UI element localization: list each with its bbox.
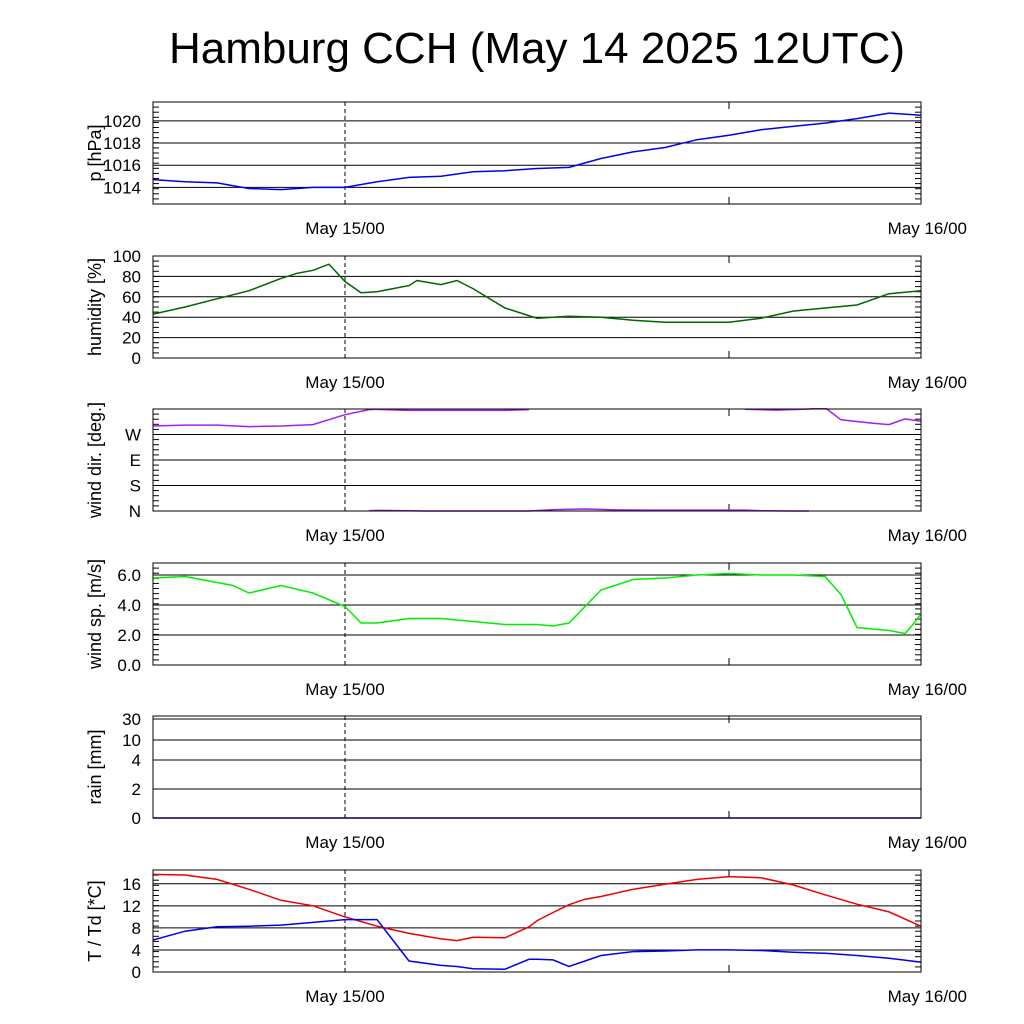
y-tick-label: 40	[122, 308, 141, 327]
y-tick-label: 0.0	[117, 656, 141, 675]
y-axis-label: T / Td [*C]	[85, 880, 105, 961]
y-tick-label: 4	[132, 941, 141, 960]
y-axis-label: rain [mm]	[85, 729, 105, 804]
chart-title: Hamburg CCH (May 14 2025 12UTC)	[168, 24, 906, 73]
y-tick-label: 0	[132, 809, 141, 828]
y-tick-label: E	[130, 451, 141, 470]
y-tick-label: 1016	[103, 156, 141, 175]
x-tick-label: May 15/00	[305, 373, 384, 392]
x-tick-label: May 15/00	[305, 526, 384, 545]
wind_speed-line-0	[153, 572, 921, 635]
x-tick-label: May 15/00	[305, 219, 384, 238]
y-tick-label: 0	[132, 963, 141, 982]
y-tick-label: N	[129, 502, 141, 521]
pressure-line-0	[153, 112, 921, 191]
temperature-line-1	[153, 918, 921, 970]
x-tick-label: May 16/00	[888, 680, 967, 699]
plot-frame	[152, 101, 922, 205]
x-tick-label: May 16/00	[888, 526, 967, 545]
y-tick-label: 100	[113, 247, 141, 266]
y-axis-label: humidity [%]	[85, 258, 105, 356]
y-tick-label: 12	[122, 897, 141, 916]
y-tick-label: 4.0	[117, 596, 141, 615]
x-tick-label: May 15/00	[305, 680, 384, 699]
wind_dir-line-2	[744, 408, 921, 426]
x-tick-label: May 16/00	[888, 987, 967, 1006]
y-axis-label: wind sp. [m/s]	[85, 559, 105, 670]
wind_dir-line-0	[153, 408, 530, 428]
y-tick-label: 1018	[103, 134, 141, 153]
plot-frame	[152, 715, 922, 819]
y-tick-label: W	[125, 426, 141, 445]
y-tick-label: 60	[122, 288, 141, 307]
y-axis-label: p [hPa]	[85, 124, 105, 181]
y-tick-label: 6.0	[117, 566, 141, 585]
y-tick-label: 16	[122, 875, 141, 894]
y-tick-label: 1020	[103, 112, 141, 131]
y-tick-label: 30	[122, 710, 141, 729]
y-tick-label: 1014	[103, 178, 141, 197]
x-tick-label: May 16/00	[888, 833, 967, 852]
y-tick-label: 10	[122, 731, 141, 750]
x-tick-label: May 16/00	[888, 219, 967, 238]
y-tick-label: S	[130, 477, 141, 496]
plot-frame	[152, 562, 922, 666]
plot-frame	[152, 869, 922, 973]
plot-frame	[152, 408, 922, 512]
humidity-line-0	[153, 263, 921, 324]
x-tick-label: May 16/00	[888, 373, 967, 392]
y-tick-label: 80	[122, 267, 141, 286]
y-axis-label: wind dir. [deg.]	[85, 402, 105, 519]
y-tick-label: 4	[132, 751, 141, 770]
temperature-line-0	[153, 873, 921, 942]
plot-frame	[152, 255, 922, 359]
x-tick-label: May 15/00	[305, 833, 384, 852]
y-tick-label: 20	[122, 329, 141, 348]
x-tick-label: May 15/00	[305, 987, 384, 1006]
y-tick-label: 8	[132, 919, 141, 938]
y-tick-label: 2	[132, 780, 141, 799]
y-tick-label: 2.0	[117, 626, 141, 645]
y-tick-label: 0	[132, 349, 141, 368]
